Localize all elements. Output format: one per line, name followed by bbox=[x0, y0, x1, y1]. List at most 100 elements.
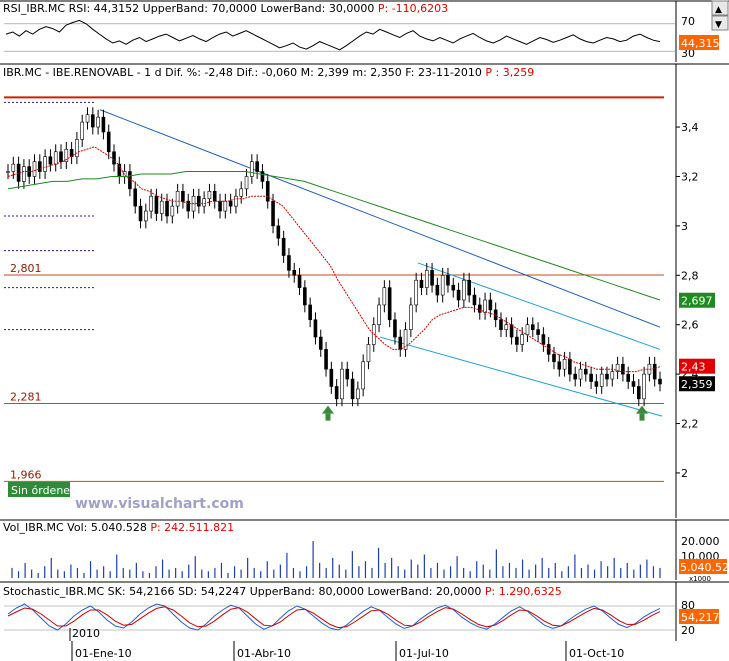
candle-body bbox=[101, 116, 106, 133]
candle-body bbox=[6, 171, 10, 173]
candle-body bbox=[75, 139, 79, 158]
candle-body bbox=[138, 205, 143, 222]
candle-body bbox=[477, 304, 482, 313]
candle-body bbox=[636, 386, 641, 400]
up-arrow-stem-1 bbox=[639, 413, 645, 421]
candle-body bbox=[525, 324, 530, 335]
candle-body bbox=[594, 381, 599, 387]
candle-body bbox=[313, 319, 318, 338]
rsi-axis: 70 30 44,315 bbox=[679, 15, 720, 60]
candle-body bbox=[170, 205, 175, 217]
price-plot: 2,801 2,281 1,966 bbox=[4, 96, 664, 482]
candle-body bbox=[186, 200, 191, 212]
vol-value: 5.040.528 bbox=[91, 521, 147, 534]
price-tag-1 bbox=[679, 358, 715, 374]
candle-body bbox=[472, 294, 477, 306]
candle-body bbox=[223, 200, 228, 212]
candle-body bbox=[218, 200, 222, 212]
candle-body bbox=[631, 381, 636, 387]
watermark: www.visualchart.com bbox=[75, 496, 244, 512]
candle-body bbox=[308, 304, 312, 321]
panel-frames bbox=[0, 0, 729, 641]
rsi-label: RSI: bbox=[69, 2, 91, 15]
candle-body bbox=[260, 171, 265, 182]
stoch-sd-value: 54,2247 bbox=[201, 585, 247, 598]
candle-body bbox=[281, 237, 286, 256]
candle-body bbox=[11, 163, 16, 172]
candle-body bbox=[276, 225, 281, 239]
candle-body bbox=[271, 200, 275, 227]
rsi-value-tag bbox=[679, 35, 719, 50]
chevron-up-icon: ▲ bbox=[715, 5, 722, 15]
vol-value-tag bbox=[679, 559, 727, 574]
candle-body bbox=[128, 171, 132, 190]
volume-plot bbox=[11, 541, 661, 578]
stochastic-plot bbox=[4, 603, 676, 631]
price-low-label: m: bbox=[352, 66, 366, 79]
rsi-upper-label: UpperBand: bbox=[143, 2, 208, 15]
candle-body bbox=[318, 336, 323, 350]
candle-body bbox=[53, 151, 58, 165]
scroll-down-button[interactable]: ▼ bbox=[711, 15, 729, 31]
candle-body bbox=[91, 114, 95, 128]
candle-body bbox=[202, 198, 206, 207]
stoch-p-label: P: bbox=[485, 585, 495, 598]
rsi-name: RSI_IBR.MC bbox=[3, 2, 65, 15]
candle-body bbox=[626, 373, 630, 382]
volume-axis: 20.000 10.000 5.040.52 x1000 bbox=[679, 535, 729, 583]
candle-body bbox=[165, 200, 169, 217]
svg-text:Vol_IBR.MC Vol: 5.040.528 P: 2: Vol_IBR.MC Vol: 5.040.528 P: 242.511.821 bbox=[3, 521, 234, 534]
candle-body bbox=[69, 148, 74, 158]
candle-body bbox=[467, 279, 471, 296]
candle-body bbox=[430, 270, 434, 286]
candle-body bbox=[387, 287, 392, 321]
candle-body bbox=[149, 195, 153, 212]
candle-body bbox=[64, 148, 69, 162]
stoch-sk-label: SK: bbox=[108, 585, 126, 598]
vol-label: Vol: bbox=[67, 521, 87, 534]
scroll-up-button[interactable]: ▲ bbox=[711, 0, 729, 16]
price-f-label: F: bbox=[405, 66, 414, 79]
price-low-value: 2,350 bbox=[370, 66, 402, 79]
candle-body bbox=[541, 334, 546, 345]
candle-body bbox=[562, 358, 567, 370]
candle-body bbox=[329, 368, 334, 387]
candle-body bbox=[642, 373, 646, 400]
price-tag-0 bbox=[679, 292, 715, 308]
candle-body bbox=[197, 195, 201, 207]
up-arrow-icon bbox=[322, 405, 334, 414]
stoch-lower-label: LowerBand: bbox=[368, 585, 433, 598]
candle-body bbox=[366, 344, 371, 363]
candle-body bbox=[85, 114, 90, 123]
level-label-2: 1,966 bbox=[10, 468, 42, 481]
price-dif-label: Dif.: bbox=[236, 66, 258, 79]
channel-upper-line bbox=[417, 262, 661, 350]
stoch-tick-20: 20 bbox=[681, 624, 695, 637]
price-dif-pct-value: -2,48 bbox=[204, 66, 232, 79]
candle-body bbox=[133, 188, 138, 207]
candle-body bbox=[509, 324, 514, 338]
candle-body bbox=[324, 349, 328, 370]
candle-body bbox=[557, 361, 562, 370]
candle-body bbox=[350, 378, 355, 400]
year-label: 2010 bbox=[72, 627, 100, 640]
price-tick-3: 3 bbox=[681, 220, 688, 233]
ma-red-line bbox=[7, 146, 661, 373]
rsi-tick-70: 70 bbox=[681, 15, 695, 28]
up-arrow-stem-0 bbox=[325, 413, 331, 421]
price-tag-text-2: 2,359 bbox=[681, 378, 713, 391]
level-label-1: 2,281 bbox=[10, 391, 42, 404]
candle-body bbox=[568, 358, 572, 375]
price-m-label: M: bbox=[301, 66, 314, 79]
price-p-label: P : bbox=[485, 66, 499, 79]
time-axis: 2010 01-Ene-10 01-Abr-10 01-Jul-10 01-Oct-1… bbox=[69, 627, 624, 661]
candle-body bbox=[154, 195, 159, 214]
candle-body bbox=[652, 363, 657, 380]
candle-body bbox=[573, 373, 577, 380]
candle-body bbox=[228, 200, 233, 207]
price-name: IBR.MC - IBE.RENOVABL - 1 d bbox=[3, 66, 162, 79]
candle-body bbox=[621, 363, 625, 375]
stoch-upper-value: 80,0000 bbox=[319, 585, 365, 598]
candle-body bbox=[345, 368, 350, 380]
